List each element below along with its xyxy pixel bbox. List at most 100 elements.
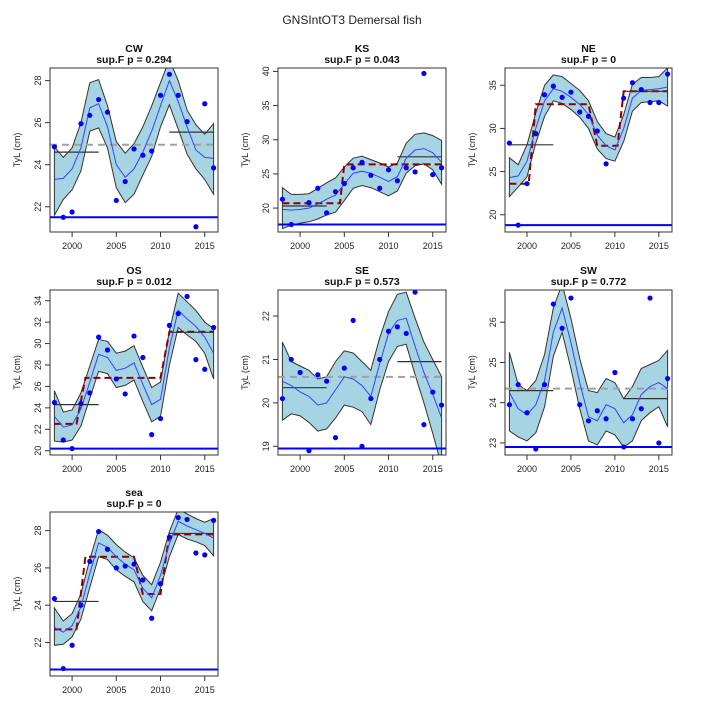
panel-os: 2000 2005 2010 2015 20 22 24 26 28 30 32 34 OSsup.F …	[12, 265, 219, 474]
data-point	[202, 101, 208, 107]
data-point	[656, 99, 662, 106]
data-point	[96, 334, 102, 340]
x-tick-label: 2010	[605, 241, 625, 251]
panel-subtitle: sup.F p = 0.573	[324, 276, 400, 288]
plot-frame	[49, 511, 219, 677]
figure-title: GNSIntOT3 Demersal fish	[282, 13, 421, 27]
data-point	[533, 446, 539, 452]
y-tick-label: 24	[33, 600, 43, 610]
data-point	[78, 400, 84, 407]
data-point	[87, 112, 93, 118]
y-tick-label: 28	[33, 526, 43, 536]
data-point	[69, 209, 75, 215]
confidence-band	[53, 68, 215, 218]
data-point	[140, 152, 146, 158]
data-point	[430, 172, 436, 178]
data-point	[104, 347, 111, 353]
data-point	[202, 366, 208, 372]
y-tick-label: 26	[33, 381, 43, 391]
data-point	[149, 432, 155, 438]
y-tick-label: 28	[33, 360, 43, 370]
data-point	[559, 94, 565, 100]
plot-area	[50, 292, 218, 452]
data-point	[87, 390, 93, 396]
data-point	[385, 167, 392, 173]
y-axis-label: TyL (cm)	[467, 355, 477, 390]
y-tick-label: 19	[261, 441, 271, 451]
smoothed-trend-line	[54, 79, 214, 180]
y-tick-label: 25	[488, 167, 498, 177]
x-tick-label: 2010	[379, 241, 399, 251]
data-point	[506, 402, 512, 408]
data-point	[131, 561, 137, 567]
data-point	[184, 119, 190, 125]
data-point	[377, 356, 383, 363]
panel-subtitle: sup.F p = 0.012	[96, 276, 172, 288]
data-point	[350, 317, 356, 323]
x-tick-label: 2005	[334, 464, 354, 474]
y-tick-label: 22	[33, 424, 43, 434]
y-tick-label: 26	[33, 118, 43, 128]
data-point	[166, 322, 172, 328]
plot-area	[505, 68, 672, 228]
data-point	[193, 224, 199, 230]
data-point	[279, 196, 286, 202]
x-tick-label: 2010	[379, 464, 399, 474]
x-tick-label: 2010	[151, 464, 171, 474]
data-point	[306, 448, 312, 454]
y-tick-label: 30	[488, 123, 498, 133]
y-tick-label: 20	[33, 446, 43, 456]
data-point	[403, 330, 409, 337]
data-point	[403, 165, 409, 171]
confidence-band	[281, 132, 443, 230]
data-point	[149, 615, 155, 621]
data-point	[51, 144, 58, 150]
confidence-band	[281, 291, 443, 455]
x-tick-label: 2000	[62, 685, 82, 695]
x-tick-label: 2005	[106, 685, 126, 695]
data-point	[385, 328, 392, 334]
data-point	[550, 301, 556, 307]
data-point	[430, 389, 436, 395]
plot-frame	[277, 289, 447, 456]
data-point	[594, 408, 600, 414]
panel-title: NE	[581, 43, 596, 55]
data-point	[202, 552, 208, 558]
y-tick-label: 25	[261, 169, 271, 179]
data-point	[166, 534, 172, 540]
plot-frame	[49, 289, 219, 456]
data-point	[113, 565, 119, 571]
panel-title: OS	[126, 265, 141, 277]
data-point	[210, 324, 217, 331]
panel-title: SW	[580, 265, 597, 277]
data-point	[193, 550, 199, 556]
data-point	[515, 222, 521, 228]
x-tick-label: 2005	[561, 241, 581, 251]
x-tick-label: 2015	[423, 464, 443, 474]
y-tick-label: 35	[261, 101, 271, 111]
data-point	[638, 406, 644, 412]
data-point	[104, 109, 111, 115]
breakpoint-step-line	[54, 533, 214, 631]
plot-area	[50, 512, 218, 672]
data-point	[175, 92, 181, 98]
data-point	[550, 83, 556, 89]
data-point	[288, 221, 294, 228]
data-point	[541, 381, 548, 388]
y-tick-label: 20	[261, 203, 271, 213]
data-point	[157, 415, 164, 422]
data-point	[603, 161, 609, 167]
y-tick-label: 22	[33, 637, 43, 647]
y-tick-label: 23	[488, 438, 498, 448]
data-point	[315, 372, 321, 378]
data-point	[96, 528, 102, 535]
y-axis-label: TyL (cm)	[467, 133, 477, 168]
data-point	[149, 148, 155, 154]
data-point	[131, 146, 137, 152]
x-tick-label: 2005	[334, 241, 354, 251]
data-point	[60, 214, 66, 220]
data-point	[585, 113, 592, 119]
y-axis-label: TyL (cm)	[240, 355, 250, 390]
data-point	[568, 89, 574, 95]
